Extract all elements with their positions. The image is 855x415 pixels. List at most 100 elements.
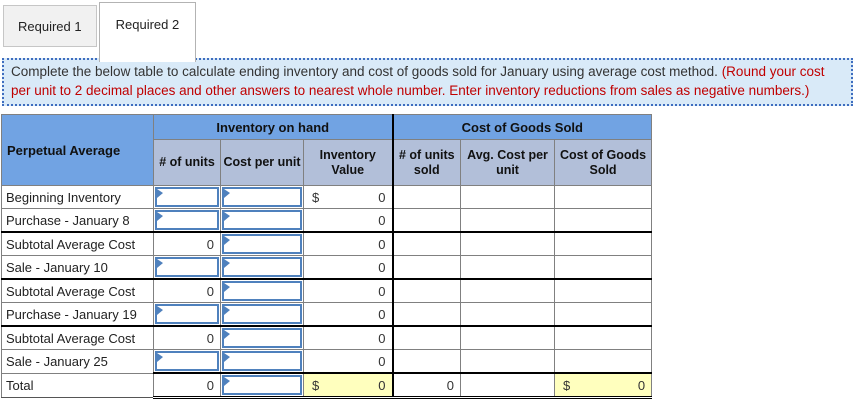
cost-per-unit-input[interactable]: [222, 328, 302, 348]
table-row: Beginning Inventory $0: [1, 185, 653, 209]
input-flag-icon: [224, 353, 230, 362]
cogs-cell: [554, 185, 653, 209]
input-flag-icon: [157, 353, 163, 362]
inventory-value-cell: 0: [302, 208, 394, 233]
cost-per-unit-cell: [220, 372, 304, 399]
inventory-value-cell: 0: [302, 325, 394, 350]
input-flag-icon: [157, 306, 163, 315]
inventory-value-cell: 0: [302, 302, 394, 327]
row-label: Subtotal Average Cost: [1, 231, 154, 256]
cost-per-unit-cell: [220, 278, 304, 303]
units-input[interactable]: [155, 210, 219, 230]
row-label: Sale - January 10: [1, 255, 154, 280]
units-sold-cell: [391, 208, 462, 233]
column-header-cogs: Cost of Goods Sold: [554, 139, 653, 186]
cogs-cell: [554, 255, 653, 280]
avg-cost-per-unit-cell: [460, 372, 556, 399]
row-label: Purchase - January 8: [1, 208, 154, 233]
input-flag-icon: [224, 259, 230, 268]
inventory-value-cell: 0: [302, 255, 394, 280]
units-input[interactable]: [155, 351, 219, 371]
table-body: Beginning Inventory $0 Purchase - January …: [1, 185, 653, 399]
units-cell: [153, 349, 221, 374]
cost-per-unit-input[interactable]: [222, 210, 302, 230]
units-cell: 0: [153, 278, 221, 303]
column-header-units-sold: # of units sold: [391, 139, 462, 186]
cost-per-unit-input[interactable]: [222, 234, 302, 254]
cost-per-unit-input[interactable]: [222, 187, 302, 207]
table-row: Subtotal Average Cost 0 0: [1, 231, 653, 256]
input-flag-icon: [224, 212, 230, 221]
cogs-cell: [554, 208, 653, 233]
input-flag-icon: [224, 330, 230, 339]
avg-cost-per-unit-cell: [460, 255, 556, 280]
row-label: Subtotal Average Cost: [1, 325, 154, 350]
table-row: Purchase - January 19 0: [1, 302, 653, 327]
corner-header-perpetual-average: Perpetual Average: [1, 114, 154, 186]
units-cell: [153, 255, 221, 280]
table-row: Sale - January 25 0: [1, 349, 653, 374]
instruction-text: Complete the below table to calculate en…: [11, 64, 722, 79]
units-cell: [153, 302, 221, 327]
cost-per-unit-input[interactable]: [222, 257, 302, 277]
inventory-value-cell: $0: [302, 185, 394, 209]
table-row: Total 0 $0 0 $0: [1, 372, 653, 399]
units-sold-cell: [391, 349, 462, 374]
input-flag-icon: [224, 189, 230, 198]
tab-bar: Required 1 Required 2: [0, 0, 855, 62]
units-input[interactable]: [155, 257, 219, 277]
tab-required-1[interactable]: Required 1: [3, 5, 97, 47]
units-input[interactable]: [155, 304, 219, 324]
cogs-cell: [554, 349, 653, 374]
group-header-cost-of-goods-sold: Cost of Goods Sold: [391, 114, 653, 140]
avg-cost-per-unit-cell: [460, 302, 556, 327]
cost-per-unit-cell: [220, 325, 304, 350]
cogs-cell: [554, 325, 653, 350]
cost-per-unit-input[interactable]: [222, 351, 302, 371]
tab-required-2[interactable]: Required 2: [98, 2, 197, 62]
column-header-inventory-value: Inventory Value: [302, 139, 394, 186]
units-sold-cell: [391, 302, 462, 327]
cogs-cell: [554, 302, 653, 327]
row-label: Purchase - January 19: [1, 302, 154, 327]
input-flag-icon: [224, 306, 230, 315]
currency-symbol: $: [563, 377, 571, 393]
units-cell: [153, 185, 221, 209]
units-cell: [153, 208, 221, 233]
cost-per-unit-input[interactable]: [222, 375, 302, 395]
avg-cost-per-unit-cell: [460, 231, 556, 256]
inventory-value-cell: 0: [302, 349, 394, 374]
cogs-cell: [554, 278, 653, 303]
avg-cost-per-unit-cell: [460, 185, 556, 209]
instruction-box: Complete the below table to calculate en…: [2, 58, 853, 106]
column-header-avg-cost-per-unit: Avg. Cost per unit: [460, 139, 556, 186]
units-sold-cell: [391, 255, 462, 280]
column-header-cost-per-unit: Cost per unit: [220, 139, 304, 186]
inventory-value-cell: 0: [302, 231, 394, 256]
group-header-inventory-on-hand: Inventory on hand: [152, 114, 394, 140]
row-label: Total: [1, 372, 154, 398]
units-sold-cell: [391, 278, 462, 303]
avg-cost-per-unit-cell: [460, 349, 556, 374]
column-header-units: # of units: [153, 139, 221, 186]
cell-value: 0: [378, 189, 386, 205]
cogs-cell: $0: [554, 372, 653, 399]
row-label: Beginning Inventory: [1, 185, 154, 209]
table-header: Perpetual Average Inventory on hand Cost o…: [1, 114, 653, 186]
avg-cost-per-unit-cell: [460, 278, 556, 303]
table-row: Subtotal Average Cost 0 0: [1, 325, 653, 350]
units-input[interactable]: [155, 187, 219, 207]
cost-per-unit-cell: [220, 255, 304, 280]
input-flag-icon: [224, 377, 230, 386]
cost-per-unit-cell: [220, 231, 304, 256]
units-cell: 0: [153, 231, 221, 256]
input-flag-icon: [224, 283, 230, 292]
input-flag-icon: [224, 236, 230, 245]
input-flag-icon: [157, 259, 163, 268]
cost-per-unit-cell: [220, 208, 304, 233]
units-cell: 0: [153, 325, 221, 350]
cost-per-unit-input[interactable]: [222, 281, 302, 301]
cost-per-unit-cell: [220, 185, 304, 209]
cost-per-unit-input[interactable]: [222, 304, 302, 324]
units-sold-cell: [391, 325, 462, 350]
